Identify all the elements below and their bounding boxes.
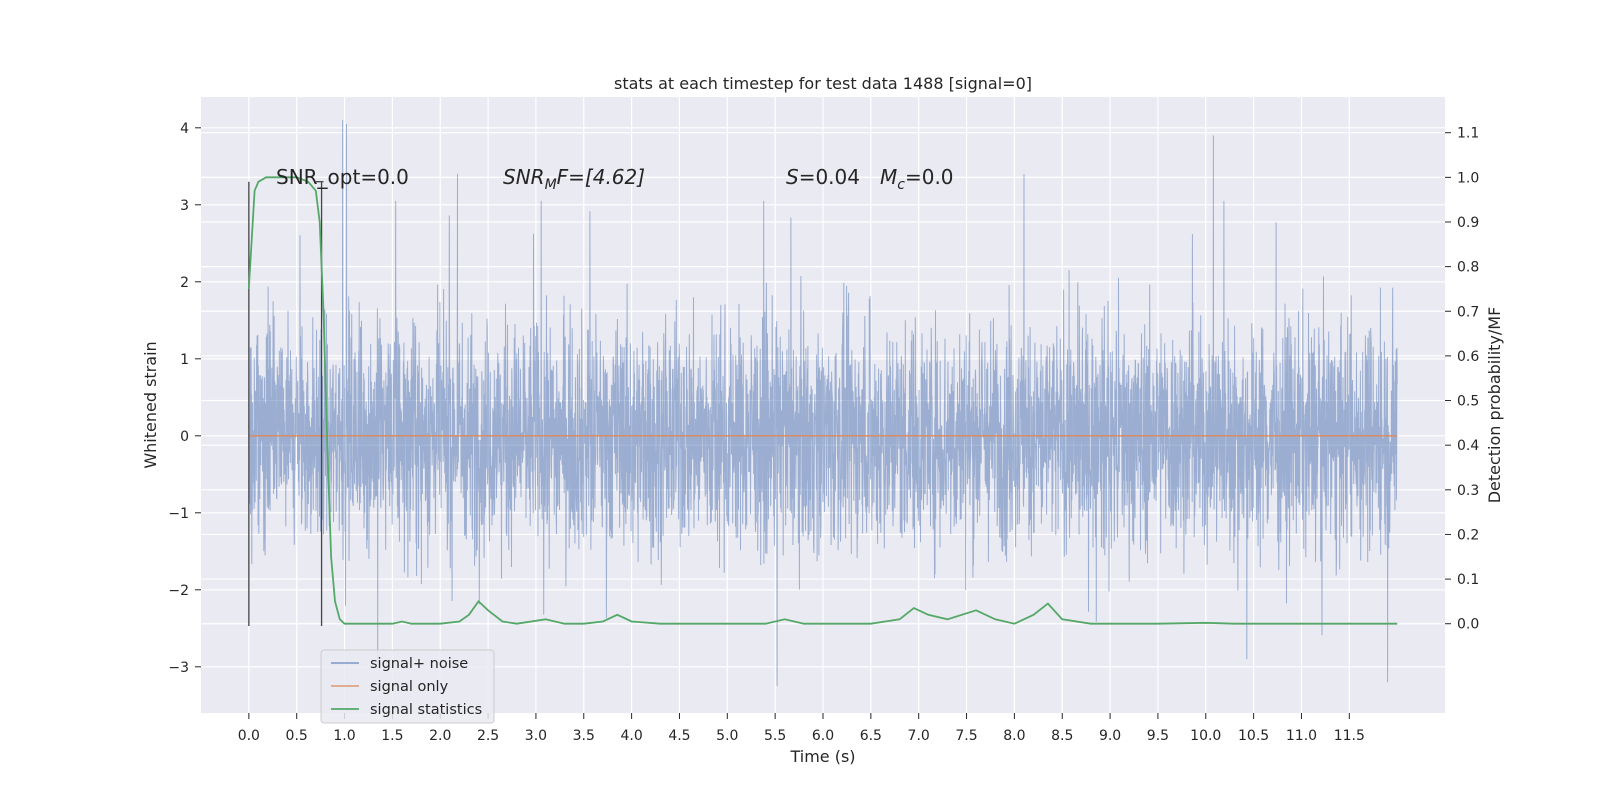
x-tick-label: 4.0 — [620, 728, 642, 744]
x-tick-label: 8.5 — [1051, 728, 1073, 744]
y-right-tick-label: 0.7 — [1457, 304, 1479, 320]
annotation-snr-opt: SNR_opt=0.0 — [276, 165, 409, 189]
annotation-mc-value: =0.0 — [905, 165, 954, 189]
y-right-tick-label: 0.2 — [1457, 527, 1479, 543]
x-tick-label: 6.0 — [812, 728, 834, 744]
y-axis-label-left: Whitened strain — [141, 341, 160, 468]
x-tick-label: 9.5 — [1147, 728, 1169, 744]
x-tick-label: 0.5 — [286, 728, 308, 744]
y-left-tick-label: 4 — [180, 121, 189, 137]
y-left-tick-label: −2 — [168, 583, 189, 599]
y-left-tick-label: −3 — [168, 660, 189, 676]
legend-label-signal-statistics: signal statistics — [370, 702, 482, 718]
y-axis-label-right: Detection probability/MF — [1485, 307, 1504, 504]
x-tick-label: 1.0 — [333, 728, 355, 744]
annotation-s-symbol: S — [786, 165, 799, 189]
signal-statistics-line — [247, 176, 1398, 625]
x-tick-label: 11.5 — [1334, 728, 1365, 744]
x-tick-label: 7.0 — [908, 728, 930, 744]
annotation-snr-mf: SNRMF=[4.62] — [503, 165, 645, 193]
x-tick-label: 5.5 — [764, 728, 786, 744]
annotation-mc: Mc=0.0 — [880, 165, 954, 193]
y-right-tick-label: 0.8 — [1457, 260, 1479, 276]
y-right-tick-label: 0.5 — [1457, 394, 1479, 410]
y-right-tick-label: 0.6 — [1457, 349, 1479, 365]
annotation-snr-mf-rest: F=[4.62] — [557, 165, 645, 189]
x-axis-label: Time (s) — [789, 747, 855, 766]
y-right-tick-label: 0.9 — [1457, 215, 1479, 231]
x-tick-label: 11.0 — [1286, 728, 1317, 744]
x-tick-label: 9.0 — [1099, 728, 1121, 744]
legend-box — [320, 649, 495, 724]
x-tick-label: 10.5 — [1238, 728, 1269, 744]
axis-ticks: 0.0 0.5 1.0 1.5 2.0 2.5 3.0 3.5 4.0 4.5 5.0 5.5 6.0 6… — [168, 121, 1479, 744]
x-tick-label: 8.0 — [1003, 728, 1025, 744]
x-tick-label: 1.5 — [381, 728, 403, 744]
y-right-tick-label: 0.4 — [1457, 438, 1479, 454]
y-right-tick-label: 0.1 — [1457, 572, 1479, 588]
y-left-tick-label: 3 — [180, 198, 189, 214]
annotation-s: S=0.04 — [786, 165, 860, 189]
x-tick-label: 6.5 — [860, 728, 882, 744]
y-right-tick-label: 1.0 — [1457, 170, 1479, 186]
y-left-tick-label: 2 — [180, 275, 189, 291]
annotation-mc-sub: c — [897, 177, 905, 193]
annotation-snr-mf-sub: M — [545, 177, 557, 193]
y-left-tick-label: −1 — [168, 506, 189, 522]
x-tick-label: 3.0 — [525, 728, 547, 744]
annotation-s-value: =0.04 — [799, 165, 860, 189]
x-tick-label: 4.5 — [668, 728, 690, 744]
x-tick-label: 7.5 — [955, 728, 977, 744]
signal-statistics-series — [247, 176, 1398, 625]
chart-title: stats at each timestep for test data 148… — [614, 74, 1032, 93]
legend-label-signal-only: signal only — [370, 679, 449, 695]
x-tick-label: 0.0 — [238, 728, 260, 744]
annotation-snr-mf-main: SNR — [503, 165, 545, 189]
y-right-tick-label: 1.1 — [1457, 126, 1479, 142]
y-right-tick-label: 0.0 — [1457, 617, 1479, 633]
y-left-tick-label: 0 — [180, 429, 189, 445]
y-left-tick-label: 1 — [180, 352, 189, 368]
x-tick-label: 2.0 — [429, 728, 451, 744]
x-tick-label: 2.5 — [477, 728, 499, 744]
x-tick-label: 5.0 — [716, 728, 738, 744]
x-tick-label: 3.5 — [573, 728, 595, 744]
legend-label-signal-noise: signal+ noise — [370, 656, 468, 672]
y-right-tick-label: 0.3 — [1457, 483, 1479, 499]
annotation-mc-main: M — [880, 165, 897, 189]
legend: signal+ noise signal only signal statist… — [320, 649, 495, 724]
x-tick-label: 10.0 — [1190, 728, 1221, 744]
